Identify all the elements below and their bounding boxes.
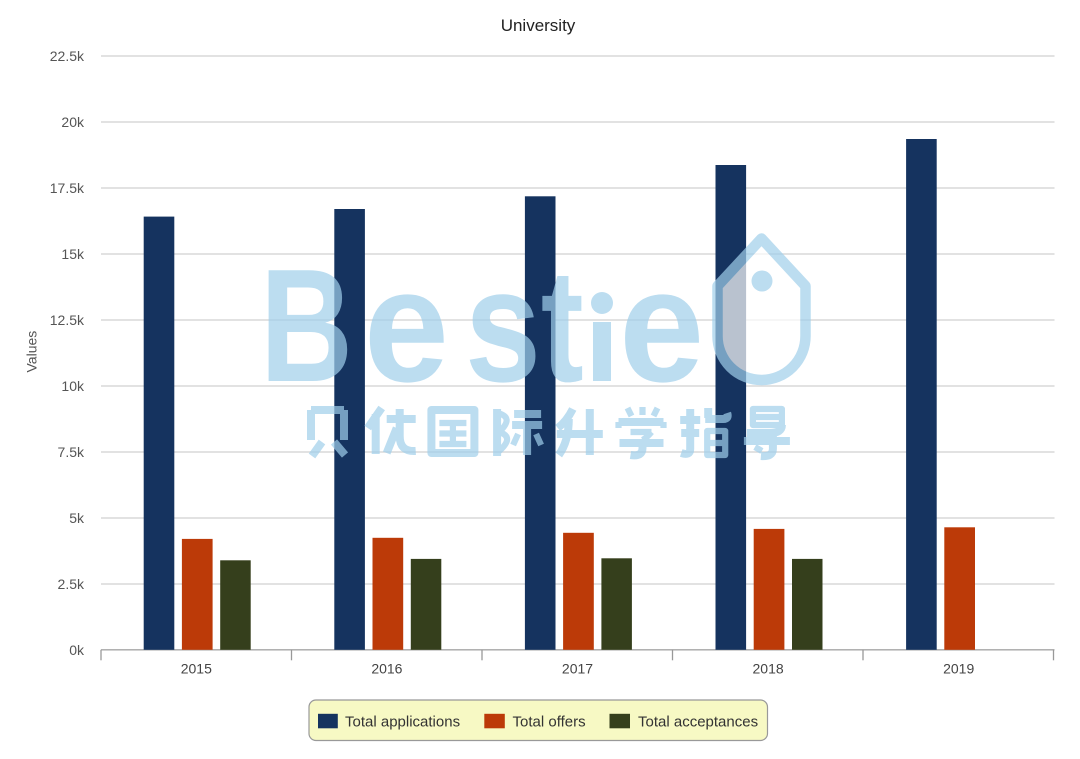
svg-text:5k: 5k <box>69 510 85 526</box>
svg-text:s: s <box>465 236 541 416</box>
svg-text:Total offers: Total offers <box>513 714 586 731</box>
svg-text:12.5k: 12.5k <box>50 312 85 328</box>
svg-text:2019: 2019 <box>943 661 974 677</box>
svg-text:2.5k: 2.5k <box>58 576 85 592</box>
svg-text:e: e <box>619 236 704 415</box>
svg-text:Total acceptances: Total acceptances <box>638 714 758 731</box>
svg-text:15k: 15k <box>61 246 85 262</box>
svg-text:2015: 2015 <box>181 661 212 677</box>
svg-text:Total applications: Total applications <box>345 714 460 731</box>
svg-text:2017: 2017 <box>562 661 593 677</box>
svg-text:0k: 0k <box>69 642 85 658</box>
svg-text:Values: Values <box>24 331 40 373</box>
svg-text:University: University <box>501 16 576 35</box>
svg-text:2018: 2018 <box>753 661 784 677</box>
svg-text:22.5k: 22.5k <box>50 48 85 64</box>
svg-text:B: B <box>260 235 353 415</box>
svg-text:20k: 20k <box>61 114 85 130</box>
svg-text:e: e <box>364 236 449 415</box>
svg-text:2016: 2016 <box>371 661 402 677</box>
svg-text:10k: 10k <box>61 378 85 394</box>
svg-text:7.5k: 7.5k <box>58 444 85 460</box>
svg-text:17.5k: 17.5k <box>50 180 85 196</box>
svg-text:t: t <box>541 235 584 415</box>
